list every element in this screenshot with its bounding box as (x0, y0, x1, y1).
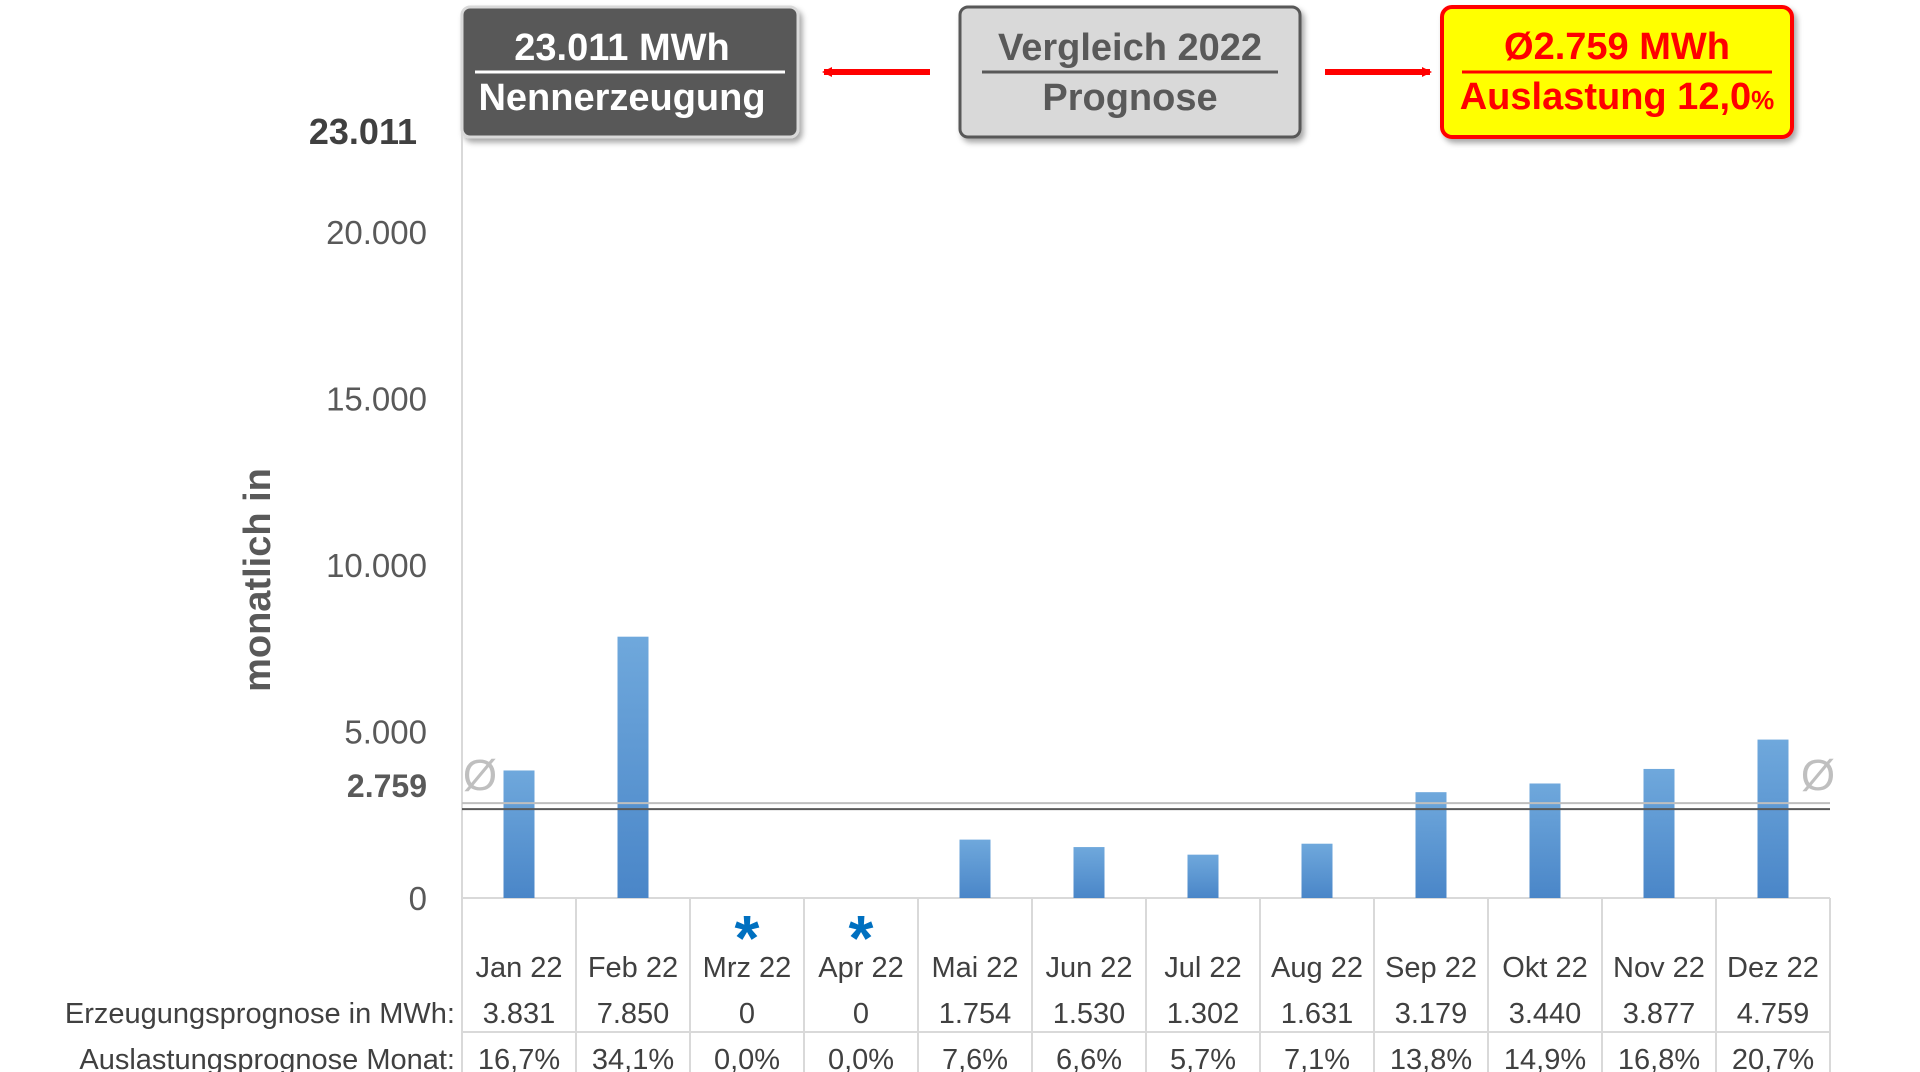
table-value-cell: 3.440 (1509, 998, 1582, 1030)
x-tick-label: Mrz 22 (703, 952, 792, 984)
x-tick-label: Feb 22 (588, 952, 678, 984)
table-value-cell: 7.850 (597, 998, 670, 1030)
x-tick-label: Nov 22 (1613, 952, 1705, 984)
x-tick-label: Apr 22 (818, 952, 903, 984)
comparison-label: Prognose (1042, 77, 1217, 119)
table-utilization-cell: 16,7% (478, 1044, 560, 1072)
y-tick-label: 10.000 (326, 547, 427, 584)
x-tick-label: Dez 22 (1727, 952, 1819, 984)
average-symbol-right: Ø (1801, 751, 1835, 800)
y-tick-label: 0 (409, 880, 427, 917)
bar-jul-22 (1187, 854, 1219, 898)
x-tick-label: Aug 22 (1271, 952, 1363, 984)
x-tick-labels: Jan 22 Feb 22 Mrz 22 Apr 22 Mai 22 Jun 22 Jul … (475, 952, 1818, 984)
average-value: Ø2.759 MWh (1504, 26, 1730, 68)
bar-dez-22 (1757, 739, 1789, 898)
table-utilization-cell: 20,7% (1732, 1044, 1814, 1072)
table-value-cell: 3.831 (483, 998, 556, 1030)
bar-jan-22 (503, 770, 535, 898)
bar-mai-22 (959, 839, 991, 898)
table-utilization-cell: 6,6% (1056, 1044, 1122, 1072)
average-label: Auslastung 12,0% (1460, 76, 1775, 118)
table-value-cell: 1.754 (939, 998, 1012, 1030)
comparison-title: Vergleich 2022 (998, 27, 1262, 69)
bars (503, 636, 1789, 898)
y-average-marker: 2.759 (347, 768, 427, 804)
y-tick-label: 20.000 (326, 214, 427, 251)
y-top-marker: 23.011 (309, 111, 417, 152)
bar-nov-22 (1643, 768, 1675, 898)
asterisk-icon: * (735, 902, 760, 974)
table-utilization-cell: 16,8% (1618, 1044, 1700, 1072)
table-value-cell: 0 (853, 998, 869, 1030)
x-tick-label: Okt 22 (1502, 952, 1587, 984)
average-symbol-left: Ø (463, 751, 497, 800)
average-label-main: Auslastung 12,0 (1460, 76, 1751, 118)
x-tick-label: Jun 22 (1045, 952, 1132, 984)
table-utilization-cell: 0,0% (828, 1044, 894, 1072)
table-row2-label: Auslastungsprognose Monat: (79, 1044, 455, 1072)
table-value-cell: 1.631 (1281, 998, 1354, 1030)
table-row1-label: Erzeugungsprognose in MWh: (65, 998, 455, 1030)
bar-jun-22 (1073, 847, 1105, 898)
data-table: Erzeugungsprognose in MWh: Auslastungspr… (65, 898, 1831, 1072)
table-utilization-cell: 7,6% (942, 1044, 1008, 1072)
table-utilization-cell: 0,0% (714, 1044, 780, 1072)
rated-output-label: Nennerzeugung (478, 77, 765, 119)
table-utilization-cell: 13,8% (1390, 1044, 1472, 1072)
table-value-cell: 4.759 (1737, 998, 1810, 1030)
y-axis-title: monatlich in (237, 468, 279, 692)
asterisk-icon: * (849, 902, 874, 974)
bar-feb-22 (617, 636, 649, 898)
rated-output-value: 23.011 MWh (514, 27, 729, 69)
x-tick-label: Mai 22 (931, 952, 1018, 984)
average-label-percent: % (1751, 85, 1774, 115)
bar-aug-22 (1301, 843, 1333, 898)
table-utilization-cell: 7,1% (1284, 1044, 1350, 1072)
comparison-box: Vergleich 2022 Prognose (958, 5, 1302, 139)
bar-okt-22 (1529, 783, 1561, 898)
x-tick-label: Jan 22 (475, 952, 562, 984)
table-value-cell: 0 (739, 998, 755, 1030)
table-value-cell: 3.877 (1623, 998, 1696, 1030)
average-box: Ø2.759 MWh Auslastung 12,0% (1440, 5, 1794, 139)
y-ticks: 0 5.000 10.000 15.000 20.000 (326, 214, 427, 917)
table-value-cell: 1.302 (1167, 998, 1240, 1030)
x-tick-label: Jul 22 (1164, 952, 1241, 984)
bar-sep-22 (1415, 792, 1447, 898)
average-line (462, 802, 1830, 811)
y-tick-label: 15.000 (326, 381, 427, 418)
table-utilization-cell: 34,1% (592, 1044, 674, 1072)
x-tick-label: Sep 22 (1385, 952, 1477, 984)
table-value-cell: 3.179 (1395, 998, 1468, 1030)
asterisks: * * (735, 902, 874, 974)
table-utilization-cell: 5,7% (1170, 1044, 1236, 1072)
rated-output-box: 23.011 MWh Nennerzeugung (460, 5, 800, 139)
table-utilization-cell: 14,9% (1504, 1044, 1586, 1072)
table-value-cell: 1.530 (1053, 998, 1126, 1030)
y-tick-label: 5.000 (344, 714, 427, 751)
